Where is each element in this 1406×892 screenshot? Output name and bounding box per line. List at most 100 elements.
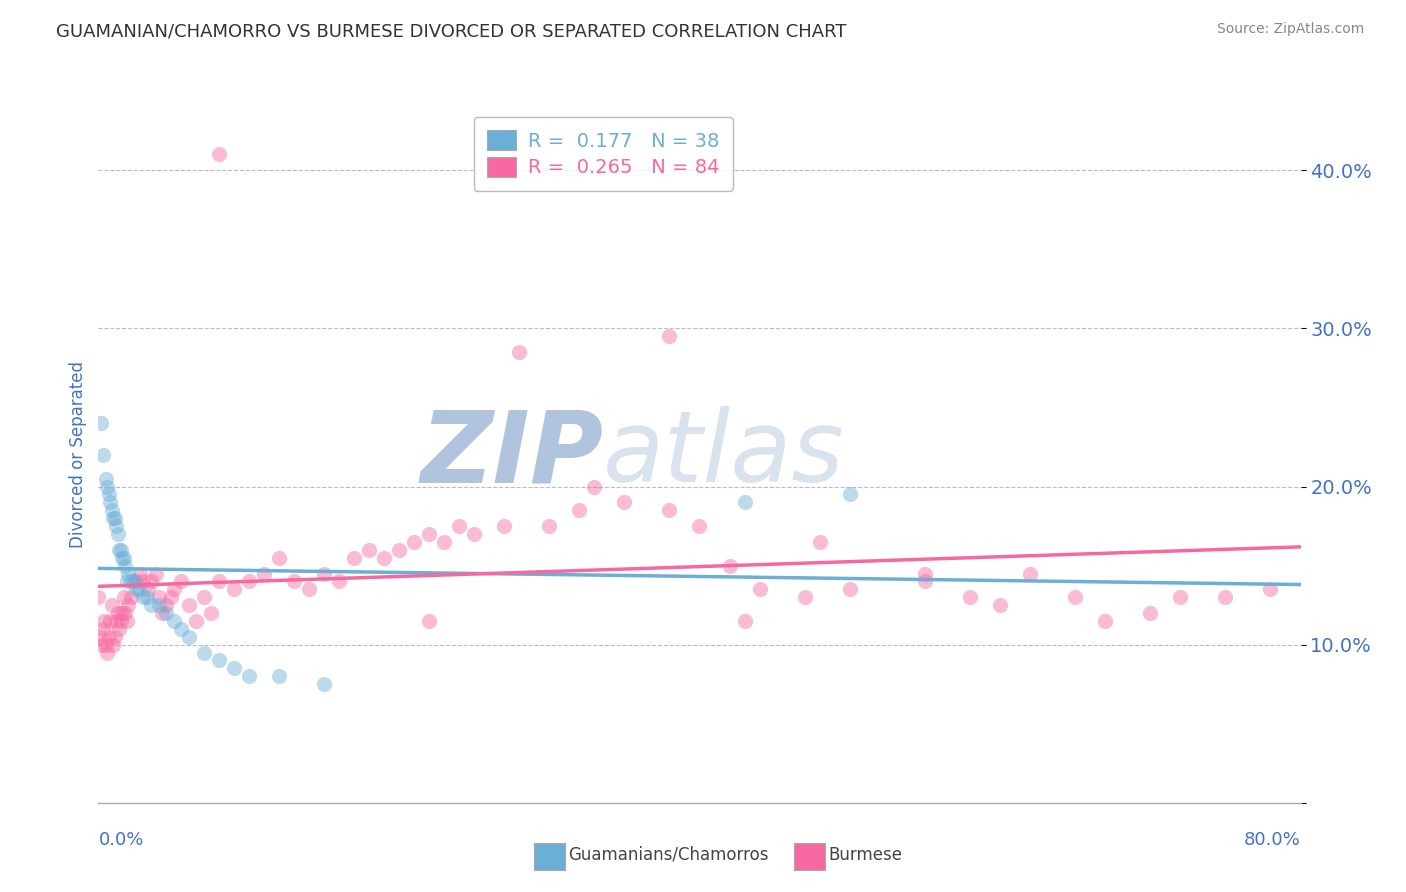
Point [200, 606, 222, 620]
Point [97, 630, 120, 644]
Point [373, 550, 395, 565]
Point [688, 519, 710, 533]
Text: Burmese: Burmese [828, 846, 903, 863]
Point [112, 550, 135, 565]
Point [193, 591, 215, 605]
Point [145, 566, 167, 581]
Point [463, 527, 485, 541]
Point [91, 622, 114, 636]
Point [914, 566, 936, 581]
Point [222, 582, 245, 597]
Point [107, 606, 129, 620]
Point [129, 566, 152, 581]
Point [135, 591, 157, 605]
Point [1215, 591, 1237, 605]
Point [312, 566, 335, 581]
Point [90, 638, 112, 652]
Point [838, 582, 860, 597]
Point [170, 622, 193, 636]
Point [718, 558, 741, 573]
Point [447, 519, 470, 533]
Point [328, 574, 350, 589]
Point [177, 630, 200, 644]
Point [112, 591, 135, 605]
Point [267, 669, 290, 683]
Point [568, 503, 591, 517]
Point [155, 606, 177, 620]
Text: GUAMANIAN/CHAMORRO VS BURMESE DIVORCED OR SEPARATED CORRELATION CHART: GUAMANIAN/CHAMORRO VS BURMESE DIVORCED O… [56, 22, 846, 40]
Point [734, 495, 756, 509]
Text: 80.0%: 80.0% [1244, 831, 1301, 849]
Point [184, 614, 207, 628]
Point [793, 591, 815, 605]
Point [418, 614, 440, 628]
Point [283, 574, 305, 589]
Legend: R =  0.177   N = 38, R =  0.265   N = 84: R = 0.177 N = 38, R = 0.265 N = 84 [474, 117, 733, 191]
Text: ZIP: ZIP [420, 407, 603, 503]
Point [121, 574, 143, 589]
Point [253, 566, 276, 581]
Point [111, 550, 134, 565]
Text: Guamanians/Chamorros: Guamanians/Chamorros [568, 846, 769, 863]
Point [208, 653, 231, 667]
Point [124, 574, 146, 589]
Point [238, 574, 260, 589]
Point [150, 606, 173, 620]
Point [90, 417, 112, 431]
Point [103, 638, 125, 652]
Point [93, 614, 115, 628]
Point [101, 503, 124, 517]
Point [115, 614, 138, 628]
Point [734, 614, 756, 628]
Point [388, 542, 411, 557]
Point [159, 591, 181, 605]
Point [108, 622, 131, 636]
Point [108, 542, 131, 557]
Point [1170, 591, 1192, 605]
Point [117, 598, 139, 612]
Point [538, 519, 561, 533]
Point [128, 582, 150, 597]
Point [96, 646, 118, 660]
Point [170, 574, 193, 589]
Point [105, 519, 128, 533]
Point [418, 527, 440, 541]
Point [94, 638, 117, 652]
Point [914, 574, 936, 589]
Point [1094, 614, 1116, 628]
Point [110, 614, 132, 628]
Point [97, 487, 120, 501]
Point [101, 598, 124, 612]
Point [104, 630, 127, 644]
Point [838, 487, 860, 501]
Point [114, 606, 136, 620]
Point [193, 646, 215, 660]
Point [139, 598, 162, 612]
Point [105, 614, 128, 628]
Point [177, 598, 200, 612]
Point [1019, 566, 1042, 581]
Point [402, 534, 425, 549]
Point [1260, 582, 1282, 597]
Point [104, 511, 127, 525]
Point [508, 345, 530, 359]
Point [115, 574, 138, 589]
Point [121, 591, 143, 605]
Point [89, 630, 111, 644]
Point [111, 606, 134, 620]
Point [222, 661, 245, 675]
Point [658, 503, 681, 517]
Point [155, 598, 177, 612]
Point [132, 574, 155, 589]
Point [208, 574, 231, 589]
Point [107, 527, 129, 541]
Point [298, 582, 321, 597]
Point [100, 614, 122, 628]
Point [114, 558, 136, 573]
Point [238, 669, 260, 683]
Y-axis label: Divorced or Separated: Divorced or Separated [69, 361, 87, 549]
Point [613, 495, 636, 509]
Point [433, 534, 456, 549]
Point [583, 479, 606, 493]
Point [110, 542, 132, 557]
